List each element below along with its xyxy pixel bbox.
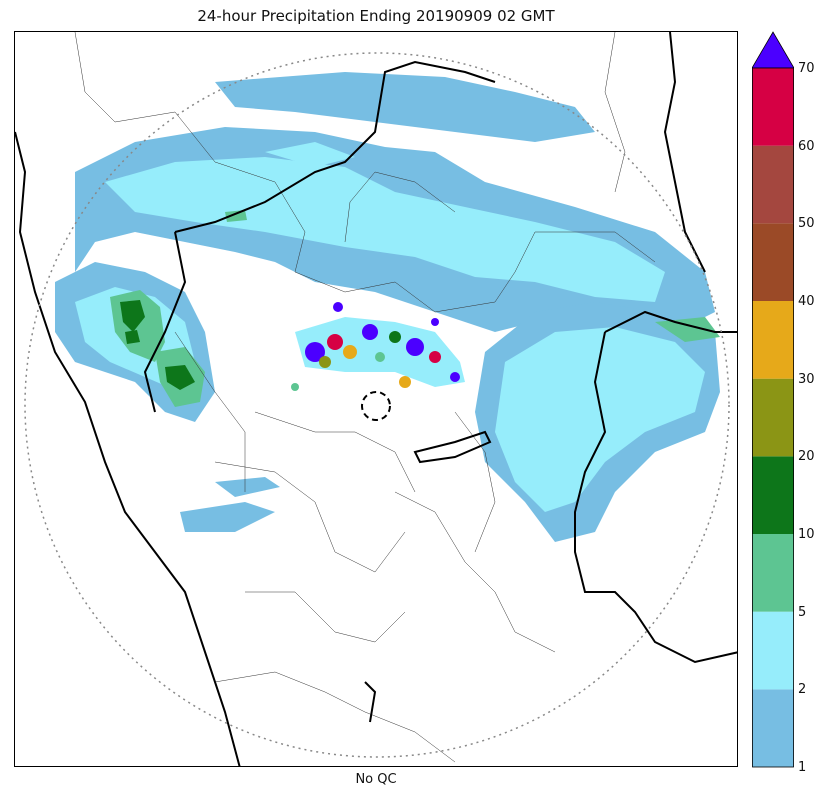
colorbar-segment xyxy=(752,223,794,301)
x-axis-label: No QC xyxy=(355,772,397,787)
district-boundaries xyxy=(74,32,656,763)
state-boundaries xyxy=(15,32,737,766)
colorbar-tick-label: 40 xyxy=(798,294,815,309)
colorbar-tick-label: 1 xyxy=(798,760,807,775)
radar-map xyxy=(14,31,738,767)
range-ring xyxy=(24,52,730,758)
radar-site-marker xyxy=(361,391,391,421)
colorbar-tick-label: 30 xyxy=(798,371,815,387)
colorbar-tick-label: 70 xyxy=(798,61,815,76)
colorbar-segment xyxy=(752,611,794,690)
colorbar-segment xyxy=(752,145,794,224)
colorbar-tick-label: 5 xyxy=(798,604,807,620)
colorbar-segment xyxy=(752,534,794,612)
colorbar-segment xyxy=(752,378,794,457)
colorbar xyxy=(752,31,794,768)
colorbar-tick-label: 10 xyxy=(798,527,815,542)
colorbar-tick-label: 60 xyxy=(798,138,815,154)
colorbar-segment xyxy=(752,456,794,534)
colorbar-tick-label: 20 xyxy=(798,449,815,465)
colorbar-segment xyxy=(752,689,794,767)
colorbar-frame xyxy=(752,67,794,768)
colorbar-tick-label: 2 xyxy=(798,682,807,698)
colorbar-extend-triangle xyxy=(752,31,794,69)
colorbar-segment xyxy=(752,68,794,146)
convective-cluster xyxy=(291,302,465,391)
colorbar-segment xyxy=(752,301,794,379)
colorbar-tick-label: 50 xyxy=(798,216,815,232)
precip-10-20-layer xyxy=(120,300,195,390)
chart-title: 24-hour Precipitation Ending 20190909 02… xyxy=(197,7,555,25)
